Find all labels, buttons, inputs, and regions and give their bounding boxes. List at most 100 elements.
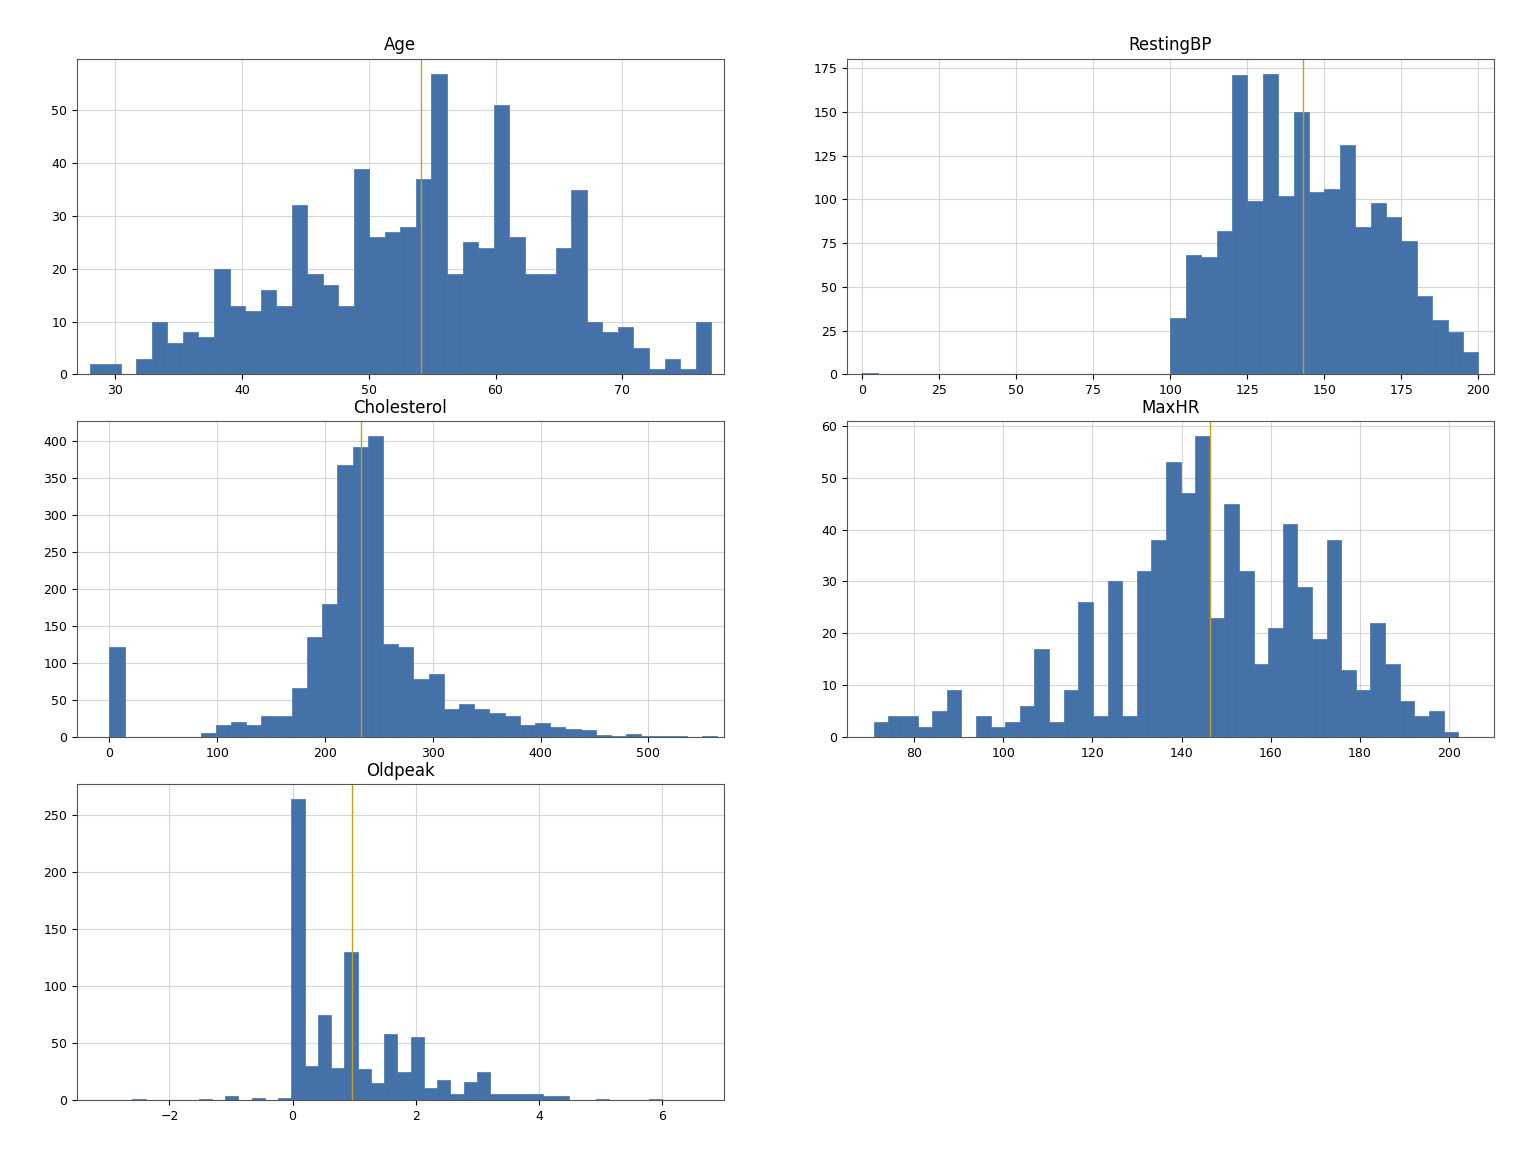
Bar bbox=[490, 714, 505, 737]
Bar bbox=[534, 723, 550, 737]
Bar bbox=[383, 645, 399, 737]
Bar bbox=[337, 466, 353, 737]
Bar bbox=[1283, 524, 1297, 737]
Bar bbox=[400, 227, 416, 374]
Bar bbox=[1186, 255, 1201, 374]
Bar bbox=[168, 343, 183, 374]
Bar bbox=[1414, 716, 1429, 737]
Bar bbox=[323, 284, 339, 374]
Bar bbox=[1170, 318, 1186, 374]
Bar bbox=[1463, 352, 1478, 374]
Bar bbox=[1355, 690, 1371, 737]
Bar bbox=[1355, 227, 1371, 374]
Bar bbox=[370, 238, 385, 374]
Bar bbox=[339, 305, 354, 374]
Bar bbox=[1049, 722, 1064, 737]
Bar bbox=[550, 727, 565, 737]
Bar bbox=[353, 447, 368, 737]
Title: RestingBP: RestingBP bbox=[1129, 36, 1212, 54]
Bar bbox=[1269, 628, 1283, 737]
Bar bbox=[1294, 112, 1309, 374]
Bar bbox=[1123, 716, 1137, 737]
Title: MaxHR: MaxHR bbox=[1141, 399, 1200, 417]
Bar bbox=[889, 716, 902, 737]
Bar bbox=[505, 716, 519, 737]
Bar bbox=[1384, 665, 1400, 737]
Bar bbox=[428, 674, 444, 737]
Bar bbox=[1093, 716, 1107, 737]
Bar bbox=[596, 735, 611, 737]
Bar bbox=[873, 722, 889, 737]
Bar bbox=[947, 690, 961, 737]
Bar bbox=[1371, 622, 1384, 737]
Bar bbox=[424, 1088, 437, 1100]
Bar bbox=[431, 74, 447, 374]
Bar bbox=[291, 688, 306, 737]
Bar bbox=[368, 436, 383, 737]
Bar bbox=[1312, 639, 1326, 737]
Bar bbox=[109, 647, 125, 737]
Bar bbox=[462, 242, 477, 374]
Bar bbox=[1107, 581, 1123, 737]
Bar bbox=[305, 1066, 317, 1100]
Bar bbox=[1035, 649, 1049, 737]
Bar bbox=[397, 1073, 411, 1100]
Bar bbox=[246, 725, 262, 737]
Bar bbox=[556, 248, 571, 374]
Bar bbox=[587, 322, 602, 374]
Bar bbox=[251, 1097, 265, 1100]
Bar bbox=[276, 305, 291, 374]
Bar bbox=[1340, 145, 1355, 374]
Bar bbox=[1195, 436, 1210, 737]
Bar bbox=[354, 168, 370, 374]
Bar bbox=[990, 727, 1006, 737]
Bar bbox=[1309, 193, 1324, 374]
Bar bbox=[450, 1094, 464, 1100]
Bar bbox=[383, 1034, 397, 1100]
Bar bbox=[525, 274, 541, 374]
Bar bbox=[1201, 257, 1217, 374]
Bar bbox=[183, 332, 199, 374]
Bar bbox=[1401, 241, 1417, 374]
Bar bbox=[1064, 690, 1078, 737]
Bar bbox=[1448, 332, 1463, 374]
Bar bbox=[1137, 571, 1152, 737]
Bar bbox=[200, 734, 216, 737]
Bar bbox=[216, 724, 231, 737]
Bar bbox=[260, 290, 276, 374]
Bar bbox=[932, 711, 947, 737]
Bar bbox=[516, 1094, 530, 1100]
Bar bbox=[229, 305, 245, 374]
Bar bbox=[1432, 321, 1448, 374]
Bar bbox=[413, 679, 428, 737]
Bar bbox=[1152, 541, 1166, 737]
Bar bbox=[291, 799, 305, 1100]
Bar bbox=[1386, 216, 1401, 374]
Bar bbox=[1297, 586, 1312, 737]
Bar bbox=[618, 326, 633, 374]
Bar bbox=[504, 1094, 516, 1100]
Bar bbox=[641, 736, 656, 737]
Bar bbox=[291, 206, 306, 374]
Bar bbox=[696, 322, 711, 374]
Bar bbox=[519, 725, 534, 737]
Bar bbox=[1263, 74, 1278, 374]
Bar bbox=[199, 337, 214, 374]
Bar bbox=[444, 709, 459, 737]
Bar bbox=[477, 1073, 490, 1100]
Bar bbox=[862, 373, 878, 374]
Bar bbox=[627, 734, 641, 737]
Bar bbox=[1232, 75, 1247, 374]
Bar bbox=[306, 274, 323, 374]
Bar bbox=[357, 1069, 371, 1100]
Bar bbox=[1429, 711, 1443, 737]
Bar bbox=[602, 332, 618, 374]
Bar bbox=[317, 1016, 331, 1100]
Bar bbox=[664, 358, 681, 374]
Bar bbox=[1247, 201, 1263, 374]
Bar bbox=[976, 716, 990, 737]
Bar bbox=[105, 364, 120, 374]
Bar bbox=[1400, 701, 1414, 737]
Bar bbox=[530, 1094, 544, 1100]
Bar bbox=[306, 636, 322, 737]
